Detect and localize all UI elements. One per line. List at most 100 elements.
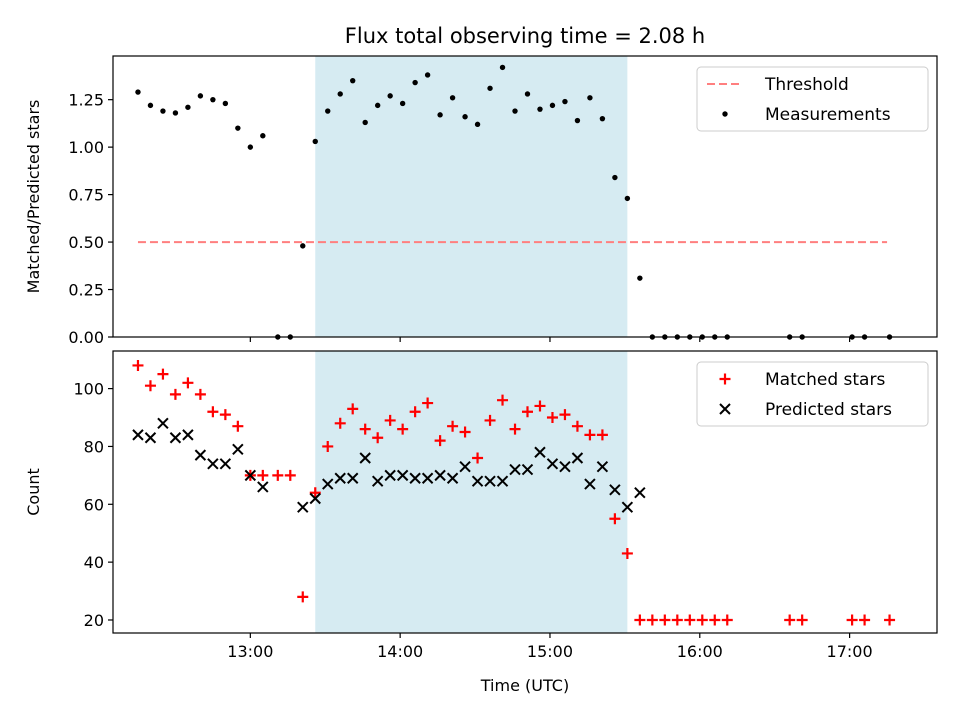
y-tick-label: 60 xyxy=(84,495,104,514)
measurement-point xyxy=(222,100,229,107)
predicted-star-point xyxy=(359,452,371,464)
measurement-point xyxy=(537,106,543,112)
measurement-point xyxy=(147,102,154,109)
legend-box xyxy=(696,361,929,427)
measurement-point xyxy=(612,174,618,181)
measurement-point xyxy=(524,91,531,97)
axes-frame xyxy=(112,350,938,634)
matched-star-point xyxy=(207,406,219,418)
predicted-star-point xyxy=(182,429,194,441)
x-axis-label: Time (UTC) xyxy=(480,676,569,695)
measurement-point xyxy=(235,125,241,131)
measurement-point xyxy=(300,243,306,249)
predicted-star-point xyxy=(309,492,321,505)
matched-star-point xyxy=(671,614,683,626)
predicted-star-point xyxy=(347,472,359,484)
predicted-star-point xyxy=(559,460,571,473)
matched-star-point xyxy=(646,614,658,626)
matched-star-point xyxy=(709,614,721,626)
predicted-star-point xyxy=(384,469,396,482)
y-tick-label: 0.75 xyxy=(68,186,104,205)
predicted-star-point xyxy=(244,469,257,482)
measurement-point xyxy=(474,121,481,128)
predicted-star-point xyxy=(371,475,384,487)
matched-star-point xyxy=(359,423,371,435)
matched-star-point xyxy=(884,614,896,626)
legend-label: Threshold xyxy=(764,75,849,95)
measurement-point xyxy=(160,108,166,114)
y-tick-label: 1.25 xyxy=(68,91,104,110)
measurement-point xyxy=(172,110,179,116)
matched-star-point xyxy=(859,614,871,626)
legend-matched-swatch xyxy=(719,373,731,385)
y-tick-label: 0.00 xyxy=(68,328,104,347)
matched-star-point xyxy=(571,420,583,432)
matched-star-point xyxy=(232,420,244,432)
measurement-point xyxy=(624,195,631,202)
y-tick-label: 0.25 xyxy=(68,281,104,300)
y-tick-label: 20 xyxy=(84,611,104,630)
measurement-point xyxy=(449,95,456,101)
predicted-star-point xyxy=(409,472,421,484)
measurement-point xyxy=(260,133,266,139)
predicted-star-point xyxy=(297,501,309,513)
matched-star-point xyxy=(397,423,409,435)
predicted-star-point xyxy=(132,429,144,441)
matched-star-point xyxy=(272,469,284,481)
matched-star-point xyxy=(144,380,156,392)
measurement-point xyxy=(387,93,393,99)
predicted-star-point xyxy=(207,458,219,470)
matched-star-point xyxy=(534,400,546,412)
matched-star-point xyxy=(796,614,808,626)
matched-star-point xyxy=(621,547,633,559)
predicted-star-point xyxy=(596,460,609,473)
predicted-star-point xyxy=(609,484,621,496)
matched-star-point xyxy=(497,394,509,406)
matched-star-point xyxy=(297,591,309,603)
y-axis-label: Count xyxy=(24,468,43,516)
predicted-star-point xyxy=(144,432,157,444)
matched-star-point xyxy=(784,614,796,626)
legend-label: Predicted stars xyxy=(765,400,892,420)
matched-star-point xyxy=(459,426,471,438)
x-tick-label: 13:00 xyxy=(227,642,273,661)
measurement-point xyxy=(312,138,318,145)
y-axis-label: Matched/Predicted stars xyxy=(24,100,43,294)
predicted-star-point xyxy=(546,458,559,470)
matched-star-point xyxy=(521,406,533,418)
predicted-star-point xyxy=(621,501,634,513)
predicted-star-point xyxy=(459,460,471,473)
predicted-star-point xyxy=(509,463,521,476)
measurement-point xyxy=(437,112,443,118)
ratio-panel: 0.00 0.25 0.50 0.75 1.00 1.25 Matched/Predicte… xyxy=(24,55,938,347)
predicted-star-point xyxy=(421,472,434,484)
observing-window-shade xyxy=(315,351,628,633)
legend: Threshold Measurements xyxy=(696,66,929,132)
axes-frame xyxy=(112,55,938,338)
measurement-point xyxy=(350,77,356,84)
measurement-point xyxy=(362,119,368,126)
measurement-point xyxy=(135,89,141,95)
matched-star-point xyxy=(347,403,359,415)
predicted-star-point xyxy=(534,446,546,458)
x-tick-label: 17:00 xyxy=(827,642,873,661)
predicted-star-point xyxy=(634,487,646,499)
chart-title: Flux total observing time = 2.08 h xyxy=(345,24,705,48)
measurement-point xyxy=(549,102,556,109)
measurement-point xyxy=(412,79,418,86)
legend-measurement-swatch xyxy=(722,111,728,117)
y-tick-label: 80 xyxy=(84,437,104,456)
predicted-star-point xyxy=(496,475,509,487)
predicted-star-point xyxy=(219,458,232,470)
measurement-point xyxy=(637,275,643,281)
predicted-star-point xyxy=(571,452,584,464)
matched-star-point xyxy=(447,420,459,432)
matched-star-point xyxy=(157,368,169,380)
x-tick-label: 15:00 xyxy=(527,642,573,661)
y-tick-label: 0.50 xyxy=(68,233,104,252)
legend: Matched stars Predicted stars xyxy=(696,361,929,427)
matched-star-point xyxy=(182,377,194,389)
matched-star-point xyxy=(284,469,296,481)
matched-star-point xyxy=(219,409,231,421)
